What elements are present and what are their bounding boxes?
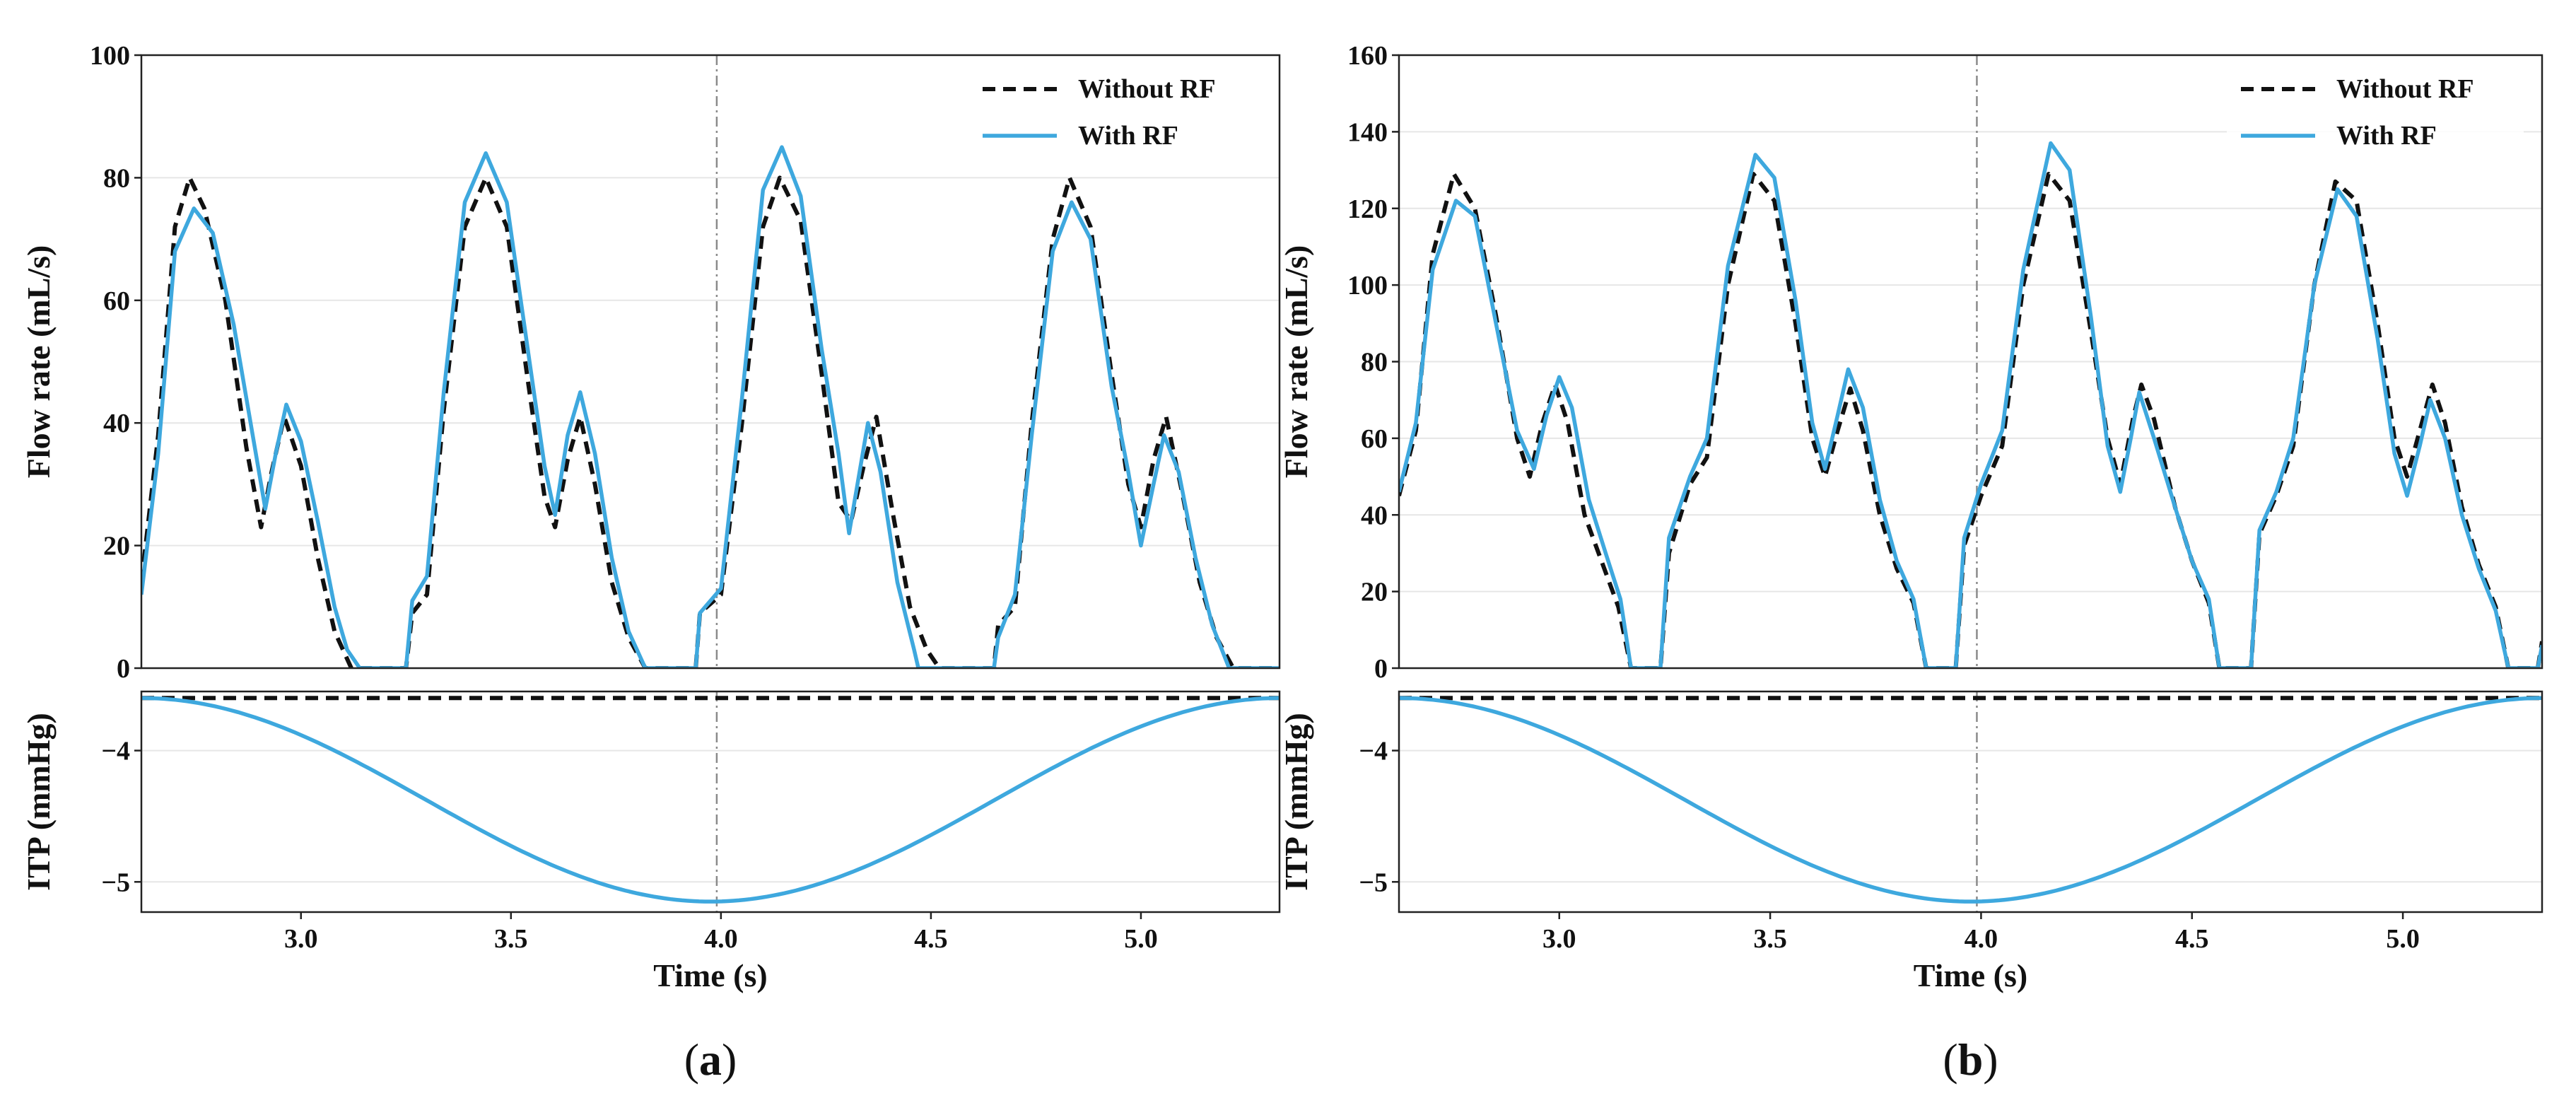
xtick-label: 4.5 xyxy=(2175,924,2209,954)
legend-label-with-rf: With RF xyxy=(1078,121,1178,151)
legend-box xyxy=(2227,62,2524,165)
flow-ytick-label: 160 xyxy=(1347,41,1388,71)
flow-ytick-label: 60 xyxy=(1361,424,1388,454)
panel-label-letter: b xyxy=(1958,1034,1984,1085)
itp-y-axis-label: ITP (mmHg) xyxy=(21,713,57,891)
flow-ytick-label: 100 xyxy=(1347,271,1388,300)
flow-ytick-label: 20 xyxy=(103,532,130,561)
legend-box xyxy=(968,62,1265,165)
xtick-label: 3.0 xyxy=(284,924,318,954)
itp-series-group xyxy=(141,696,1280,904)
flow-axes-frame xyxy=(140,54,1281,670)
flow-line-with-rf xyxy=(141,145,1280,668)
panel-label-open-paren: ( xyxy=(684,1034,699,1085)
itp-ytick-label: −5 xyxy=(101,868,130,897)
flow-ytick-label: 100 xyxy=(90,41,130,71)
x-axis-label: Time (s) xyxy=(653,957,767,993)
flow-y-axis-label: Flow rate (mL/s) xyxy=(1278,245,1314,479)
itp-line-with-rf xyxy=(1399,696,2542,904)
itp-ytick-label: −4 xyxy=(101,737,130,766)
flow-ytick-label: 120 xyxy=(1347,194,1388,224)
flow-series-group xyxy=(141,145,1280,668)
flow-ytick-label: 0 xyxy=(117,654,130,684)
flow-line-with-rf xyxy=(1399,141,2542,668)
flow-ytick-label: 40 xyxy=(103,409,130,438)
panel-label-letter: a xyxy=(699,1034,722,1085)
legend: Without RF With RF xyxy=(968,62,1265,165)
xtick-label: 4.0 xyxy=(704,924,738,954)
xtick-label: 3.0 xyxy=(1542,924,1576,954)
panel-label: (a) xyxy=(684,1034,737,1085)
flow-series-group xyxy=(1399,141,2542,668)
x-axis-label: Time (s) xyxy=(1914,957,2027,993)
itp-axes-frame xyxy=(140,690,1281,913)
legend-label-without-rf: Without RF xyxy=(1078,74,1216,104)
itp-series-group xyxy=(1399,696,2542,904)
xtick-label: 3.5 xyxy=(494,924,528,954)
itp-axes-frame xyxy=(1398,690,2543,913)
flow-y-axis-label: Flow rate (mL/s) xyxy=(21,245,57,479)
flow-ytick-label: 140 xyxy=(1347,117,1388,147)
xtick-label: 4.0 xyxy=(1965,924,1998,954)
xtick-label: 4.5 xyxy=(914,924,948,954)
xtick-label: 5.0 xyxy=(2386,924,2420,954)
panel-label-close-paren: ) xyxy=(1983,1034,1998,1085)
flow-ytick-label: 20 xyxy=(1361,578,1388,607)
panel-label: (b) xyxy=(1943,1034,1998,1085)
legend: Without RF With RF xyxy=(2227,62,2524,165)
panel-label-close-paren: ) xyxy=(722,1034,737,1085)
flow-ytick-label: 40 xyxy=(1361,501,1388,530)
flow-ytick-label: 80 xyxy=(1361,348,1388,378)
legend-label-with-rf: With RF xyxy=(2336,121,2437,151)
flow-ytick-label: 0 xyxy=(1374,654,1388,684)
itp-ytick-label: −5 xyxy=(1359,868,1388,897)
itp-line-with-rf xyxy=(141,696,1280,904)
xtick-label: 5.0 xyxy=(1124,924,1158,954)
chart-panel-a: 0 20 40 60 80 100 −4 −5 3.0 3.5 4.0 4.5 5.0 Time (s) F… xyxy=(21,41,1281,1085)
xtick-label: 3.5 xyxy=(1753,924,1787,954)
itp-ytick-label: −4 xyxy=(1359,737,1388,766)
legend-label-without-rf: Without RF xyxy=(2336,74,2474,104)
flow-ytick-label: 80 xyxy=(103,163,130,193)
chart-panel-b: 0 20 40 60 80 100 120 140 160 −4 −5 3.0 3.5 4.0 4.5 5.0… xyxy=(1278,41,2543,1085)
flow-line-without-rf xyxy=(1399,172,2542,668)
flow-ytick-label: 60 xyxy=(103,286,130,316)
panel-label-open-paren: ( xyxy=(1943,1034,1957,1085)
itp-y-axis-label: ITP (mmHg) xyxy=(1278,713,1314,891)
